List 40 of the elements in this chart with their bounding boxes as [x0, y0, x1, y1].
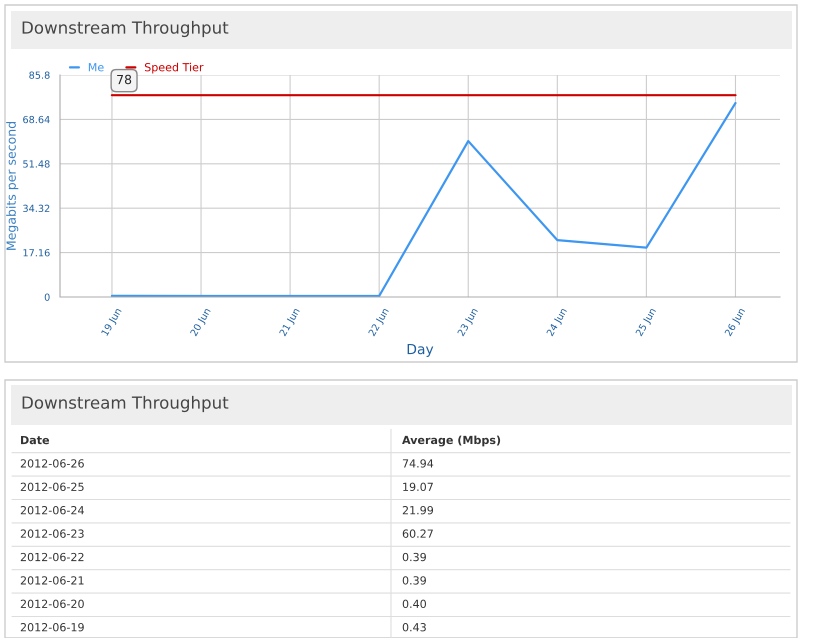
- text: 2012-06-21: [20, 576, 84, 585]
- x-tick-label: 19 Jun: [100, 308, 124, 338]
- y-tick-label: 34.32: [23, 204, 50, 212]
- text: 0.39: [402, 576, 426, 585]
- legend-label: Speed Tier: [144, 62, 204, 74]
- text: 2012-06-25: [20, 482, 84, 492]
- y-tick-label: 17.16: [24, 249, 50, 256]
- annotation: 78: [117, 74, 132, 84]
- legend-label: Me: [88, 63, 104, 72]
- text: Downstream Throughput: [22, 396, 228, 412]
- text: Date: [21, 436, 50, 444]
- text: 19.07: [403, 482, 433, 492]
- text: 2012-06-26: [20, 459, 84, 468]
- y-tick-label: 51.48: [23, 160, 50, 168]
- x-axis-title: Day: [408, 344, 434, 357]
- y-tick-label: 85.8: [29, 71, 50, 79]
- text: 2012-06-22: [20, 552, 84, 562]
- text: 2012-06-19: [20, 623, 84, 632]
- x-tick-label: 25 Jun: [635, 308, 658, 338]
- text: 21.99: [402, 506, 434, 514]
- text: 60.27: [402, 529, 433, 538]
- text: 2012-06-24: [20, 506, 84, 514]
- text: 2012-06-20: [20, 600, 84, 608]
- x-tick-label: 21 Jun: [278, 308, 302, 338]
- text: 2012-06-23: [20, 529, 84, 538]
- text: 74.94: [402, 459, 434, 468]
- y-tick-label: 0: [44, 293, 50, 301]
- line-series: [110, 102, 737, 297]
- x-tick-label: 22 Jun: [368, 308, 390, 338]
- text: Average (Mbps): [402, 436, 500, 446]
- text: 0.43: [402, 623, 426, 632]
- x-tick-label: 20 Jun: [190, 308, 212, 338]
- chart-title: Downstream Throughput: [22, 20, 228, 38]
- x-tick-label: 24 Jun: [546, 308, 569, 338]
- y-tick-label: 68.64: [23, 116, 50, 124]
- text: 0.39: [402, 552, 426, 562]
- text: 0.40: [402, 600, 426, 608]
- x-tick-label: 26 Jun: [724, 308, 747, 338]
- y-axis-title: Megabits per second: [6, 122, 18, 250]
- x-tick-label: 23 Jun: [457, 308, 480, 338]
